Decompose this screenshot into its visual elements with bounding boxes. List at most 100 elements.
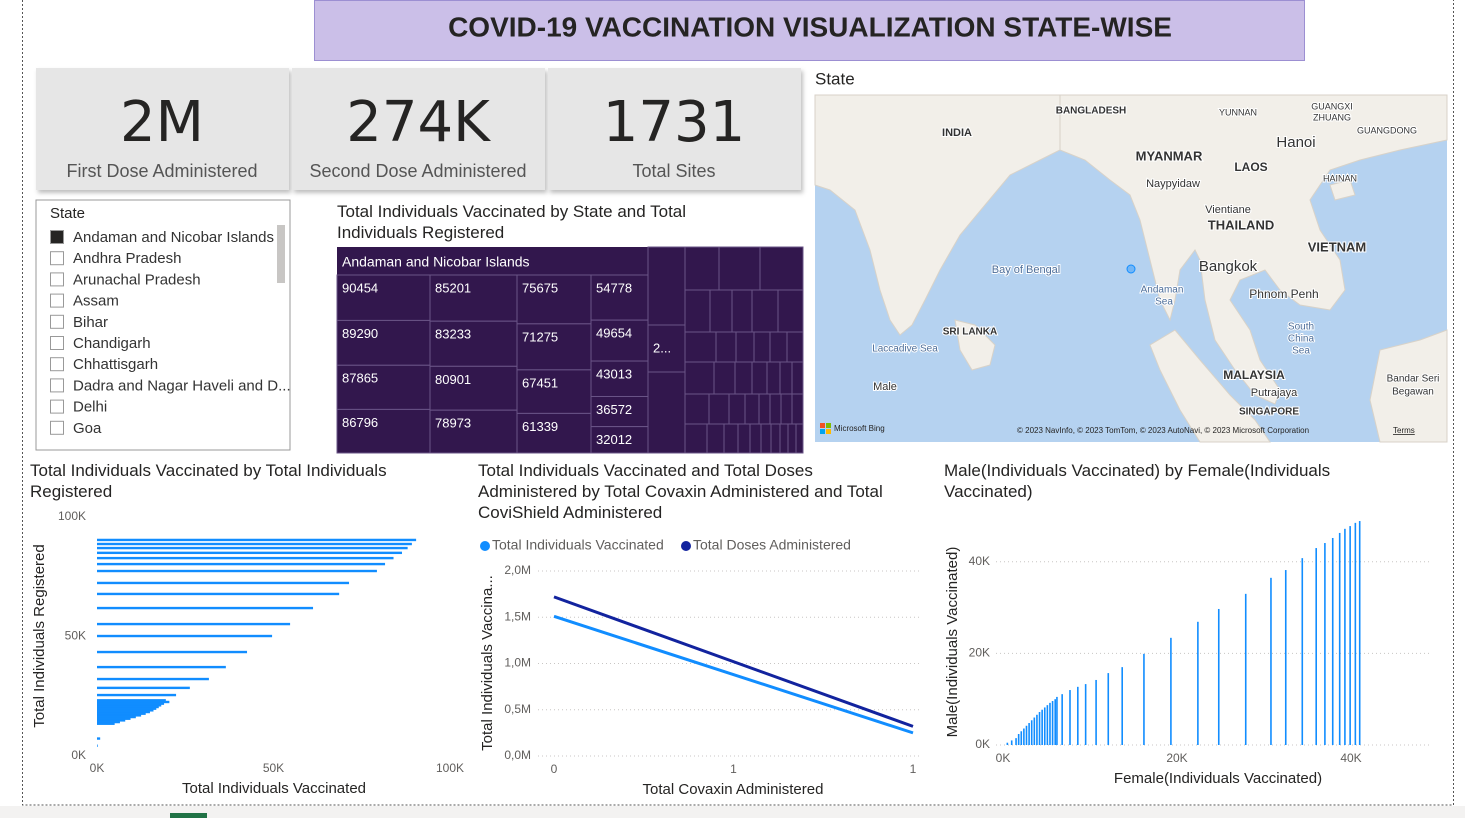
column xyxy=(1054,699,1056,745)
slicer-item[interactable]: Goa xyxy=(73,420,102,437)
column xyxy=(1331,537,1334,745)
x-tick-label: 1 xyxy=(730,762,737,776)
treemap-label: 67451 xyxy=(522,375,558,390)
y-axis-title: Total Individuals Registered xyxy=(31,544,48,727)
column xyxy=(1197,621,1199,745)
column xyxy=(1284,570,1287,745)
slicer-checkbox[interactable] xyxy=(50,293,64,308)
map-label: Laccadive Sea xyxy=(872,344,938,355)
column xyxy=(1354,522,1357,745)
x-axis-title: Total Individuals Vaccinated xyxy=(182,780,366,797)
map-terms[interactable]: Terms xyxy=(1393,426,1415,435)
column xyxy=(1025,725,1028,745)
column xyxy=(1143,653,1145,745)
treemap-cell xyxy=(516,323,592,371)
column xyxy=(1033,717,1036,745)
slicer-checkbox[interactable] xyxy=(50,251,64,266)
line xyxy=(553,614,914,735)
map-label: Bandar Seri xyxy=(1387,374,1440,385)
bar xyxy=(97,569,377,573)
treemap-cell xyxy=(516,369,592,414)
column xyxy=(1020,731,1023,745)
bing-logo xyxy=(820,429,825,434)
treemap-label: 78973 xyxy=(435,416,471,431)
x-tick-label: 1 xyxy=(910,762,917,776)
slicer-item[interactable]: Bihar xyxy=(73,314,108,331)
status-strip xyxy=(0,806,1465,818)
slicer-checkbox[interactable] xyxy=(50,314,64,329)
bar xyxy=(97,737,101,740)
y-tick-label: 50K xyxy=(65,629,86,643)
y-tick-label: 40K xyxy=(969,554,990,568)
bar xyxy=(97,562,386,566)
bar xyxy=(97,650,248,654)
bar xyxy=(97,712,146,715)
slicer-box xyxy=(35,199,291,451)
slicer-item[interactable]: Andaman and Nicobar Islands xyxy=(73,229,274,246)
treemap-label: 86796 xyxy=(342,415,378,430)
column xyxy=(1077,686,1079,745)
kpi-label: Second Dose Administered xyxy=(309,161,526,181)
y-axis-title: Total Individuals Vaccina... xyxy=(479,575,496,751)
map: Microsoft Bing © 2023 NavInfo, © 2023 To… xyxy=(814,94,1448,443)
slicer-item[interactable]: Andhra Pradesh xyxy=(73,250,181,267)
slicer-item[interactable]: Arunachal Pradesh xyxy=(73,271,201,288)
bar xyxy=(97,700,170,704)
column xyxy=(1051,701,1054,745)
treemap-cell xyxy=(590,319,649,362)
map-label: Male xyxy=(873,381,897,393)
map-label: Sea xyxy=(1155,297,1173,308)
y-tick-label: 100K xyxy=(58,509,86,523)
slicer-item[interactable]: Chhattisgarh xyxy=(73,356,158,373)
map-bubble[interactable] xyxy=(1126,264,1136,274)
bar xyxy=(97,686,190,690)
page-border xyxy=(22,0,1454,806)
slicer-checkbox[interactable] xyxy=(50,378,64,393)
treemap-label: 43013 xyxy=(596,366,632,381)
slicer-item[interactable]: Chandigarh xyxy=(73,335,151,352)
column xyxy=(1006,742,1009,745)
legend-label: Total Doses Administered xyxy=(693,537,851,553)
column xyxy=(1049,702,1051,745)
map-label: Andaman xyxy=(1141,285,1184,296)
x-tick-label: 0K xyxy=(90,761,105,775)
header-title: COVID-19 VACCINATION VISUALIZATION STATE… xyxy=(448,11,1172,42)
column xyxy=(1349,526,1351,745)
legend-marker xyxy=(480,541,490,551)
slicer-item[interactable]: Dadra and Nagar Haveli and D... xyxy=(73,377,291,394)
y-tick-label: 2,0M xyxy=(504,563,531,577)
slicer-checkbox[interactable] xyxy=(50,357,64,372)
slicer-checkbox[interactable] xyxy=(50,272,64,287)
slicer-checkbox[interactable] xyxy=(50,399,64,414)
treemap-label: 2... xyxy=(653,340,671,355)
treemap-cell xyxy=(336,274,431,321)
y-tick-label: 0,5M xyxy=(504,702,531,716)
slicer-scrollbar[interactable] xyxy=(277,225,285,283)
column xyxy=(1010,740,1013,745)
y-tick-label: 0K xyxy=(71,748,86,762)
bar xyxy=(97,709,154,712)
slicer-checkbox[interactable] xyxy=(50,420,64,435)
slicer-item[interactable]: Delhi xyxy=(73,399,107,416)
bar xyxy=(97,551,402,555)
map-land xyxy=(1149,329,1271,443)
bar xyxy=(97,717,131,720)
treemap-cell xyxy=(590,395,649,428)
bar xyxy=(97,715,136,719)
map-label: YUNNAN xyxy=(1219,107,1257,117)
map-label: SINGAPORE xyxy=(1239,407,1299,418)
treemap-label: 36572 xyxy=(596,402,632,417)
slicer-item[interactable]: Assam xyxy=(73,293,119,310)
slicer-checkbox[interactable] xyxy=(50,230,64,244)
x-tick-label: 100K xyxy=(436,761,464,775)
map-label: VIETNAM xyxy=(1308,239,1367,254)
map-label: HAINAN xyxy=(1323,173,1357,183)
slicer-title: State xyxy=(50,205,85,222)
bar xyxy=(97,702,165,705)
column xyxy=(1358,521,1361,745)
column xyxy=(1344,528,1346,745)
slicer-checkbox[interactable] xyxy=(50,336,64,350)
map-label: Bay of Bengal xyxy=(992,264,1061,276)
column xyxy=(1107,673,1110,745)
